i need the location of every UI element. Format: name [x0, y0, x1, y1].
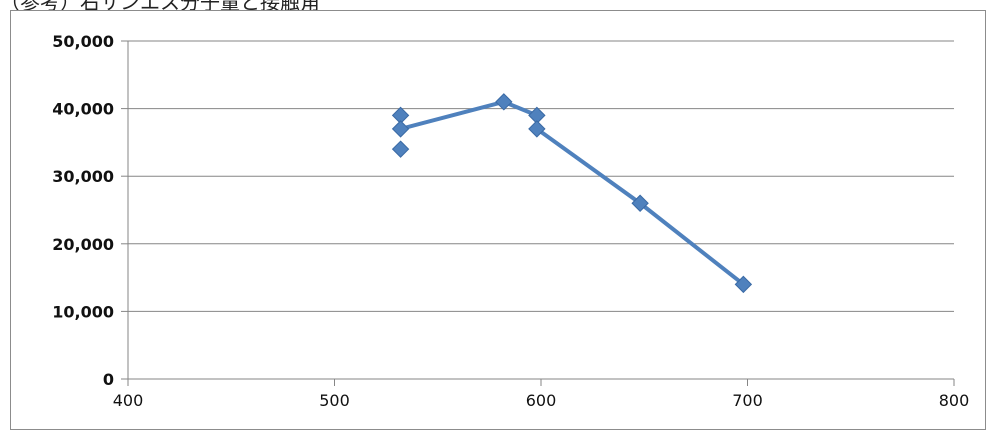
y-tick-label: 40,000: [52, 100, 114, 119]
x-tick-labels: 400 500 600 700 800: [113, 391, 970, 410]
y-tick-label: 0: [103, 370, 114, 389]
axes: [121, 40, 955, 386]
y-tick-label: 30,000: [52, 167, 114, 186]
x-tick-label: 700: [732, 391, 763, 410]
data-point-marker: [391, 140, 410, 158]
data-point-marker: [734, 275, 753, 294]
x-tick-label: 500: [319, 391, 350, 410]
data-point-marker: [495, 93, 513, 111]
data-point-marker: [391, 120, 410, 138]
series: [391, 93, 753, 294]
y-tick-label: 20,000: [52, 235, 114, 254]
y-tick-labels: 0 10,000 20,000 30,000 40,000 50,000: [52, 32, 114, 389]
scatter-chart: 0 10,000 20,000 30,000 40,000 50,000 400 500 60…: [52, 32, 970, 410]
y-tick-label: 10,000: [52, 302, 114, 321]
y-tick-label: 50,000: [52, 32, 114, 51]
data-point-marker: [528, 120, 546, 138]
x-tick-label: 400: [113, 391, 144, 410]
data-point-marker: [631, 194, 649, 212]
x-tick-label: 800: [939, 391, 970, 410]
chart-caption: （参考）右サンエス分子量と接触角: [0, 0, 320, 14]
chart-frame: 0 10,000 20,000 30,000 40,000 50,000 400 500 60…: [10, 10, 986, 430]
gridlines: [128, 40, 954, 312]
x-tick-label: 600: [526, 391, 557, 410]
series-line: [398, 99, 746, 287]
